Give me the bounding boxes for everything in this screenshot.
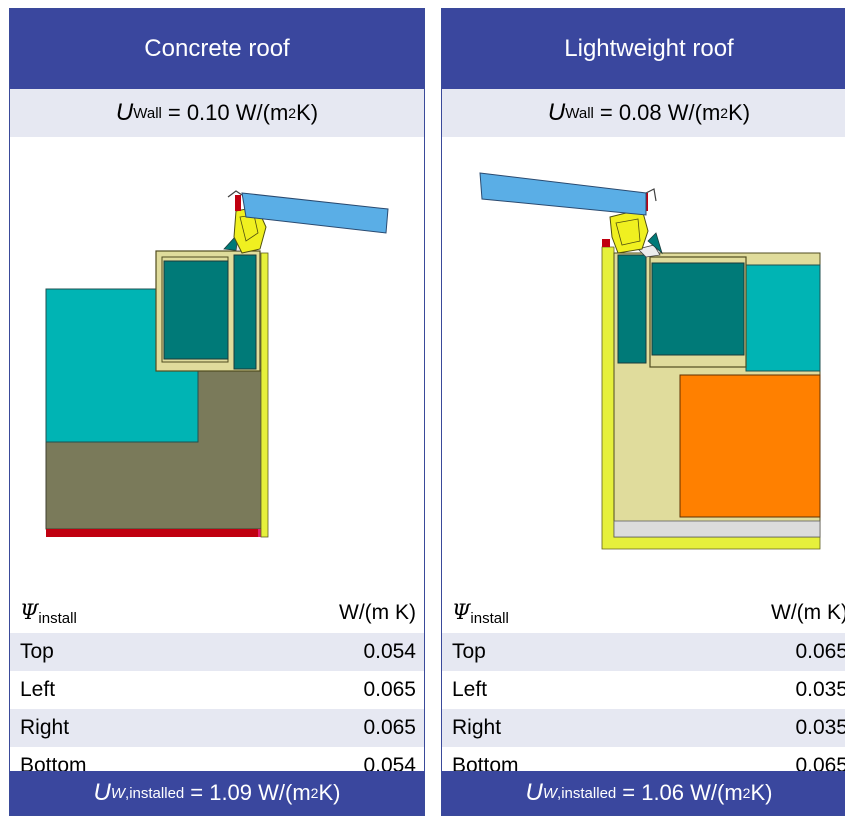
unit-label: W/(m K): [771, 601, 845, 624]
section-drawing-concrete-roof: [10, 137, 424, 593]
section-drawing-lightweight-roof: [442, 137, 845, 593]
table-row: Right 0.035: [442, 709, 845, 747]
row-value: 0.035: [795, 716, 845, 739]
frame-post: [617, 254, 647, 364]
row-value: 0.054: [363, 640, 416, 663]
table-header: Ψinstall W/(m K): [442, 593, 845, 633]
psi-label: Ψinstall: [20, 599, 77, 627]
row-label: Left: [452, 678, 488, 701]
u-installed-value: U W,installed = 1.06 W/(m 2 K): [442, 771, 845, 815]
unit-label: W/(m K): [339, 601, 416, 624]
row-label: Right: [20, 716, 70, 739]
row-label: Left: [20, 678, 56, 701]
gray-band: [613, 520, 821, 538]
wall-yellow-strip: [260, 252, 269, 538]
roof-sill-element: [479, 172, 647, 216]
table-row: Left 0.035: [442, 671, 845, 709]
table-row: Right 0.065: [10, 709, 424, 747]
panel-concrete-roof: Concrete roof U Wall = 0.10 W/(m 2 K): [9, 8, 425, 816]
sash-profile: [609, 208, 649, 254]
row-value: 0.065: [363, 678, 416, 701]
row-label: Top: [452, 640, 486, 663]
panel-title: Lightweight roof: [442, 9, 845, 89]
psi-table: Ψinstall W/(m K) Top 0.065 Left 0.035 Ri…: [442, 593, 845, 785]
row-label: Top: [20, 640, 54, 663]
glazing-dark-teal: [651, 262, 745, 356]
psi-table: Ψinstall W/(m K) Top 0.054 Left 0.065 Ri…: [10, 593, 424, 785]
table-header: Ψinstall W/(m K): [10, 593, 424, 633]
u-installed-value: U W,installed = 1.09 W/(m 2 K): [10, 771, 424, 815]
psi-label: Ψinstall: [452, 599, 509, 627]
row-value: 0.065: [363, 716, 416, 739]
panel-lightweight-roof: Lightweight roof U Wall = 0.08 W/(m 2 K): [441, 8, 845, 816]
table-row: Top 0.065: [442, 633, 845, 671]
panel-title: Concrete roof: [10, 9, 424, 89]
orange-block: [679, 374, 821, 518]
u-wall-value: U Wall = 0.10 W/(m 2 K): [10, 89, 424, 137]
table-row: Left 0.065: [10, 671, 424, 709]
glazing-dark-teal: [163, 260, 229, 360]
red-sheet: [46, 529, 259, 537]
row-value: 0.035: [795, 678, 845, 701]
frame-post: [233, 254, 257, 370]
row-label: Right: [452, 716, 502, 739]
table-row: Top 0.054: [10, 633, 424, 671]
roof-sill-element: [241, 192, 389, 234]
u-wall-value: U Wall = 0.08 W/(m 2 K): [442, 89, 845, 137]
teal-block: [745, 264, 821, 372]
row-value: 0.065: [795, 640, 845, 663]
